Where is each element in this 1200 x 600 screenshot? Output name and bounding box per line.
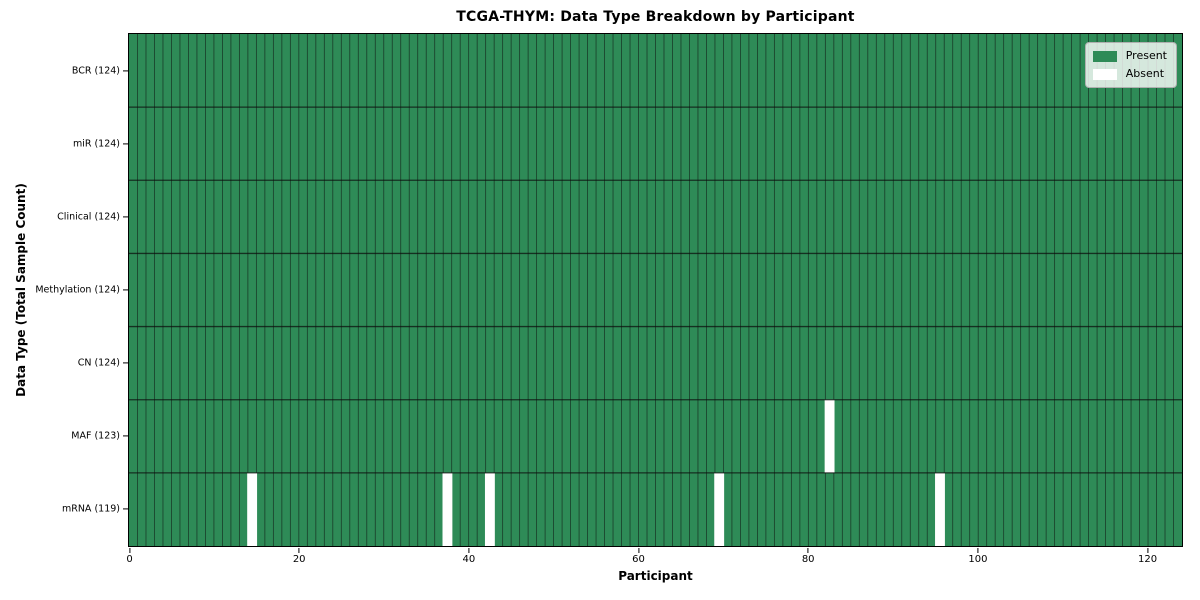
plot-area: Present Absent (128, 33, 1183, 547)
present-swatch-icon (1092, 50, 1117, 62)
absent-swatch-icon (1092, 68, 1117, 80)
y-tick-mark (123, 216, 128, 218)
y-tick-label: Clinical (124) (57, 211, 120, 223)
x-tick-mark (128, 548, 131, 553)
x-tick-label: 0 (126, 554, 133, 565)
y-tick-label: Methylation (124) (35, 284, 120, 296)
legend-entry-present: Present (1092, 49, 1167, 62)
x-tick-label: 20 (292, 554, 306, 565)
x-tick-mark (977, 548, 979, 553)
y-tick-label: miR (124) (72, 138, 120, 150)
x-tick-label: 60 (632, 554, 645, 565)
legend-label-absent: Absent (1125, 67, 1165, 80)
x-tick-mark (298, 548, 300, 553)
legend-entry-absent: Absent (1092, 67, 1167, 80)
y-tick-label: CN (124) (77, 357, 120, 369)
presence-matrix (129, 34, 1182, 546)
y-tick-label: BCR (124) (71, 65, 120, 77)
legend-label-present: Present (1125, 49, 1167, 62)
x-axis-label: Participant (618, 569, 693, 583)
x-tick-mark (1147, 548, 1149, 553)
x-tick-label: 120 (1138, 554, 1158, 565)
y-tick-mark (123, 143, 128, 145)
y-tick-mark (123, 289, 128, 291)
y-tick-mark (123, 508, 128, 510)
x-tick-mark (468, 548, 470, 553)
x-tick-mark (807, 548, 809, 553)
y-tick-label: mRNA (119) (61, 503, 120, 515)
y-tick-label: MAF (123) (71, 430, 120, 442)
chart-title: TCGA-THYM: Data Type Breakdown by Partic… (456, 9, 855, 25)
x-tick-label: 100 (968, 554, 988, 565)
y-tick-mark (123, 362, 128, 364)
x-tick-mark (637, 548, 640, 553)
y-tick-mark (123, 435, 128, 437)
x-tick-label: 80 (801, 554, 815, 565)
y-tick-mark (123, 70, 128, 72)
x-tick-label: 40 (462, 554, 476, 565)
legend: Present Absent (1084, 42, 1177, 88)
